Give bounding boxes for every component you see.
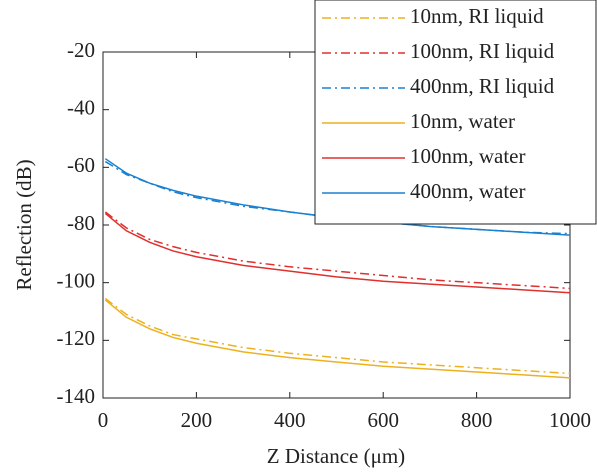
- y-tick-label: -20: [67, 38, 95, 62]
- y-tick-label: -60: [67, 153, 95, 177]
- y-tick-label: -100: [57, 268, 96, 292]
- y-tick-label: -120: [57, 326, 96, 350]
- legend-label: 100nm, RI liquid: [410, 39, 555, 63]
- x-axis-label: Z Distance (μm): [267, 444, 405, 468]
- legend: 10nm, RI liquid 100nm, RI liquid 400nm, RI…: [314, 0, 597, 225]
- legend-label: 400nm, water: [410, 179, 525, 203]
- x-tick-label: 200: [181, 408, 213, 432]
- data-line: [104, 211, 571, 290]
- x-tick-label: 1000: [549, 408, 591, 432]
- y-axis-label: Reflection (dB): [12, 159, 36, 290]
- legend-label: 100nm, water: [410, 144, 525, 168]
- data-line: [104, 212, 571, 294]
- x-tick-label: 800: [461, 408, 493, 432]
- data-line: [104, 297, 571, 375]
- y-tick-label: -80: [67, 211, 95, 235]
- x-tick-label: 600: [367, 408, 399, 432]
- legend-label: 400nm, RI liquid: [410, 74, 555, 98]
- data-line: [104, 158, 571, 236]
- x-tick-label: 0: [98, 408, 109, 432]
- x-tick-label: 400: [274, 408, 306, 432]
- legend-label: 10nm, RI liquid: [410, 4, 544, 28]
- legend-label: 10nm, water: [410, 109, 515, 133]
- y-tick-label: -140: [57, 384, 96, 408]
- legend-box: [314, 0, 597, 225]
- data-line: [104, 299, 571, 379]
- y-tick-label: -40: [67, 95, 95, 119]
